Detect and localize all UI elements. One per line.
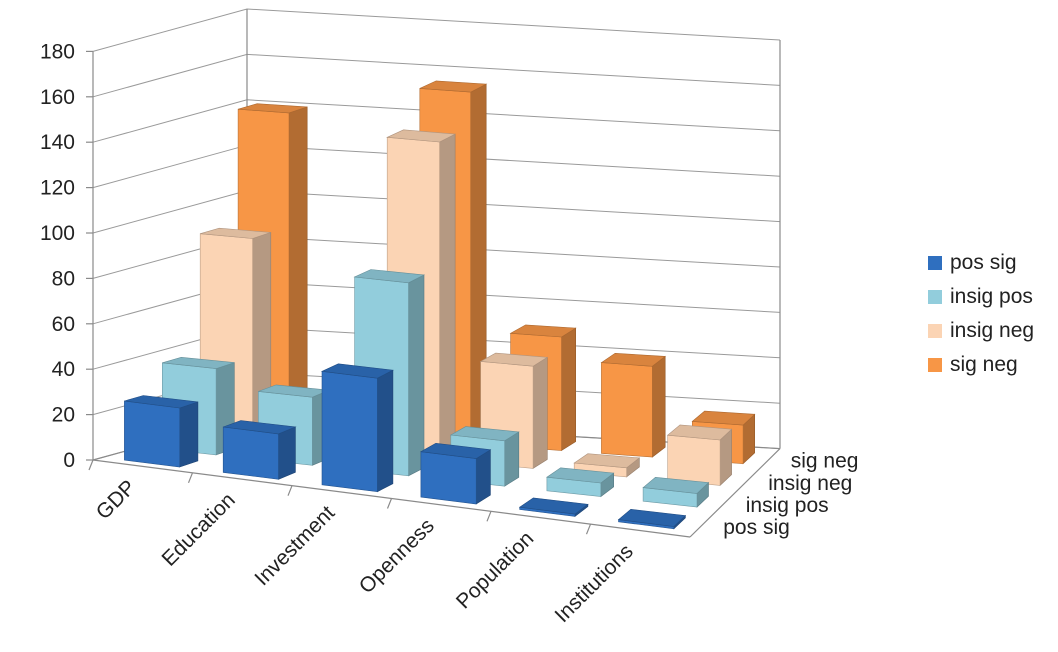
bar-pos-sig-population (518, 497, 589, 518)
x-tick-label: Population (452, 527, 538, 613)
legend-item: sig neg (928, 348, 1034, 382)
bars (124, 80, 756, 530)
legend-item: insig pos (928, 280, 1034, 314)
x-tick-label: Investment (250, 501, 339, 590)
legend-swatch (928, 256, 942, 270)
x-tick-label: Institutions (551, 540, 638, 627)
legend-label: sig neg (950, 353, 1018, 376)
y-tick-label: 40 (52, 358, 75, 381)
bar-sig-neg-population (600, 352, 667, 458)
x-tick-label: Education (157, 489, 239, 571)
depth-tick-label: insig pos (746, 494, 829, 517)
y-tick-label: 160 (40, 86, 75, 109)
bar-pos-sig-institutions (617, 508, 687, 530)
legend-swatch (928, 290, 942, 304)
legend: pos sig insig pos insig neg sig neg (928, 246, 1034, 382)
depth-tick-label: sig neg (791, 450, 859, 473)
legend-label: pos sig (950, 251, 1017, 274)
depth-tick-label: insig neg (768, 472, 852, 495)
y-tick-label: 180 (40, 40, 75, 63)
depth-tick-label: pos sig (723, 516, 790, 539)
y-tick-label: 60 (52, 313, 75, 336)
y-tick-label: 80 (52, 267, 75, 290)
legend-label: insig pos (950, 285, 1033, 308)
y-tick-label: 0 (63, 449, 75, 472)
y-axis: 0 20 40 60 80 100 120 140 160 180 (40, 40, 93, 472)
y-tick-label: 100 (40, 222, 75, 245)
bar-pos-sig-openness (419, 442, 492, 505)
y-tick-label: 140 (40, 131, 75, 154)
bar-insig-pos-institutions (642, 476, 710, 508)
x-tick-label: Openness (355, 514, 439, 598)
bar-insig-pos-population (546, 467, 615, 498)
bar-pos-sig-investment (320, 363, 394, 493)
legend-item: insig neg (928, 314, 1034, 348)
y-tick-label: 20 (52, 404, 75, 427)
x-tick-label: GDP (92, 476, 140, 524)
bar-insig-neg-institutions (666, 424, 733, 487)
bar-pos-sig-education (222, 420, 297, 480)
y-tick-label: 120 (40, 177, 75, 200)
floor-edge (689, 448, 781, 538)
legend-swatch (928, 358, 942, 372)
gridline (92, 8, 781, 52)
legend-label: insig neg (950, 319, 1035, 342)
legend-item: pos sig (928, 246, 1034, 280)
legend-swatch (928, 324, 942, 338)
bar-pos-sig-gdp (124, 395, 199, 468)
